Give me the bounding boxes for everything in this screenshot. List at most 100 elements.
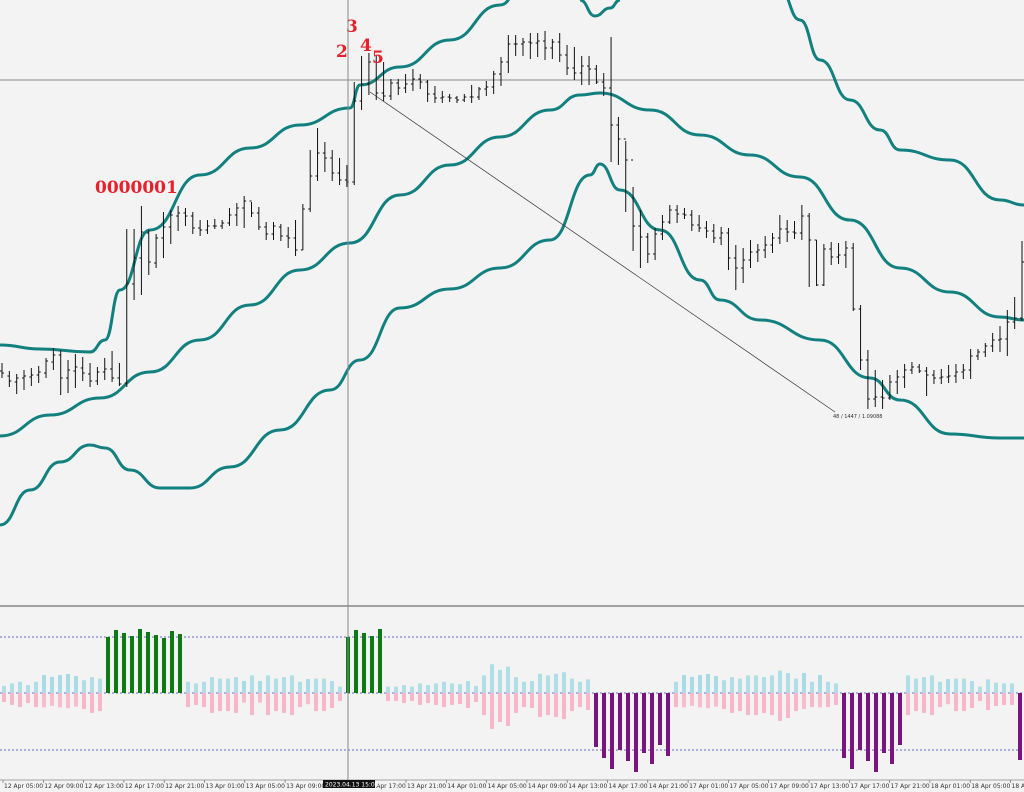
histogram-bar xyxy=(266,693,270,715)
ohlc-bar xyxy=(29,368,34,386)
histogram-bar-mirror xyxy=(314,678,318,693)
histogram-bar-mirror xyxy=(226,678,230,693)
time-tick-label: 14 Apr 21:00 xyxy=(649,783,688,790)
time-tick-label: 12 Apr 05:00 xyxy=(4,783,43,790)
ohlc-bar xyxy=(667,205,672,224)
ohlc-bar xyxy=(190,212,195,234)
trendline[interactable] xyxy=(369,91,836,413)
histogram-bar xyxy=(138,629,142,693)
ohlc-bar xyxy=(572,47,577,80)
ohlc-bar xyxy=(711,224,716,243)
ohlc-bar xyxy=(821,244,826,286)
ohlc-bar xyxy=(513,35,518,56)
histogram-bar xyxy=(418,693,422,705)
histogram-bar xyxy=(450,693,454,705)
histogram-bar-mirror xyxy=(738,678,742,693)
histogram-bar xyxy=(154,635,158,693)
histogram-bar xyxy=(626,693,630,761)
histogram-bar xyxy=(938,693,942,707)
histogram-bar xyxy=(314,693,318,711)
ohlc-bar xyxy=(579,56,584,85)
histogram-bar-mirror xyxy=(290,675,294,693)
histogram-bar xyxy=(570,693,574,711)
ohlc-bar xyxy=(594,65,599,84)
ohlc-bar xyxy=(410,69,415,91)
ohlc-bar xyxy=(7,371,12,387)
main-pane[interactable] xyxy=(0,0,1024,527)
histogram-bar xyxy=(834,693,838,705)
histogram-bar xyxy=(122,633,126,693)
ohlc-bar xyxy=(777,215,782,244)
histogram-bar xyxy=(2,693,6,702)
histogram-bar xyxy=(858,693,862,750)
histogram-bar xyxy=(402,693,406,703)
histogram-bar-mirror xyxy=(250,675,254,693)
ohlc-bar xyxy=(968,349,973,379)
histogram-bar-mirror xyxy=(698,693,702,708)
histogram-bar-mirror xyxy=(690,693,694,706)
histogram-bar xyxy=(242,681,246,693)
histogram-bar-mirror xyxy=(682,693,686,708)
ohlc-bar xyxy=(454,96,459,103)
histogram-bar-mirror xyxy=(1010,683,1014,693)
ohlc-bar xyxy=(0,363,4,378)
histogram-bar xyxy=(786,693,790,718)
histogram-bar-mirror xyxy=(778,670,782,693)
ohlc-bar xyxy=(432,86,437,103)
ohlc-bar xyxy=(741,248,746,283)
ohlc-bar xyxy=(183,208,188,226)
ohlc-bar xyxy=(565,45,570,75)
ohlc-bar xyxy=(682,208,687,219)
histogram-bar xyxy=(218,693,222,711)
histogram-bar xyxy=(210,693,214,713)
histogram-bar xyxy=(794,693,798,711)
band-upper xyxy=(0,0,1024,354)
histogram-bar-mirror xyxy=(938,681,942,693)
ohlc-bar xyxy=(953,364,958,383)
ohlc-bar xyxy=(557,33,562,62)
crosshair-cursor[interactable]: 2023.04.13 15:00 xyxy=(323,0,379,789)
ohlc-bar xyxy=(469,85,474,103)
histogram-bar xyxy=(850,693,854,769)
ohlc-bar xyxy=(755,244,760,262)
histogram-bar xyxy=(738,693,742,711)
histogram-bar-mirror xyxy=(586,679,590,693)
histogram-bar xyxy=(826,693,830,707)
histogram-bar-mirror xyxy=(282,677,286,693)
ohlc-bar xyxy=(785,220,790,242)
ohlc-bar xyxy=(278,224,283,241)
time-tick-label: 17 Apr 21:00 xyxy=(891,783,930,790)
ohlc-bar xyxy=(168,210,173,244)
histogram-bar xyxy=(298,693,302,707)
histogram-bar-mirror xyxy=(554,673,558,693)
ohlc-bar xyxy=(807,213,812,287)
oscillator-pane[interactable] xyxy=(0,629,1024,772)
histogram-bar-mirror xyxy=(82,680,86,693)
ohlc-bar xyxy=(638,210,643,268)
ohlc-bar xyxy=(601,73,606,96)
ohlc-bar xyxy=(73,354,78,388)
histogram-bar-mirror xyxy=(90,677,94,693)
ohlc-bar xyxy=(381,62,386,101)
histogram-bar xyxy=(482,693,486,715)
histogram-bar-mirror xyxy=(210,677,214,693)
histogram-bar xyxy=(18,693,22,707)
histogram-bar xyxy=(802,673,806,693)
histogram-bar-mirror xyxy=(570,678,574,693)
ohlc-bar xyxy=(983,343,988,357)
ohlc-bar xyxy=(895,370,900,394)
ohlc-bar xyxy=(997,326,1002,352)
histogram-bar xyxy=(770,693,774,715)
histogram-bar xyxy=(162,638,166,693)
time-tick-label: 12 Apr 13:00 xyxy=(85,783,124,790)
ohlc-bar xyxy=(631,159,636,251)
ohlc-bar xyxy=(814,239,819,286)
ohlc-bar xyxy=(858,305,863,370)
ohlc-bar xyxy=(689,210,694,231)
ohlc-bar xyxy=(792,221,797,239)
histogram-bar-mirror xyxy=(962,678,966,693)
ohlc-bar xyxy=(154,234,159,268)
ohlc-bar xyxy=(418,74,423,89)
ohlc-bar xyxy=(271,222,276,240)
